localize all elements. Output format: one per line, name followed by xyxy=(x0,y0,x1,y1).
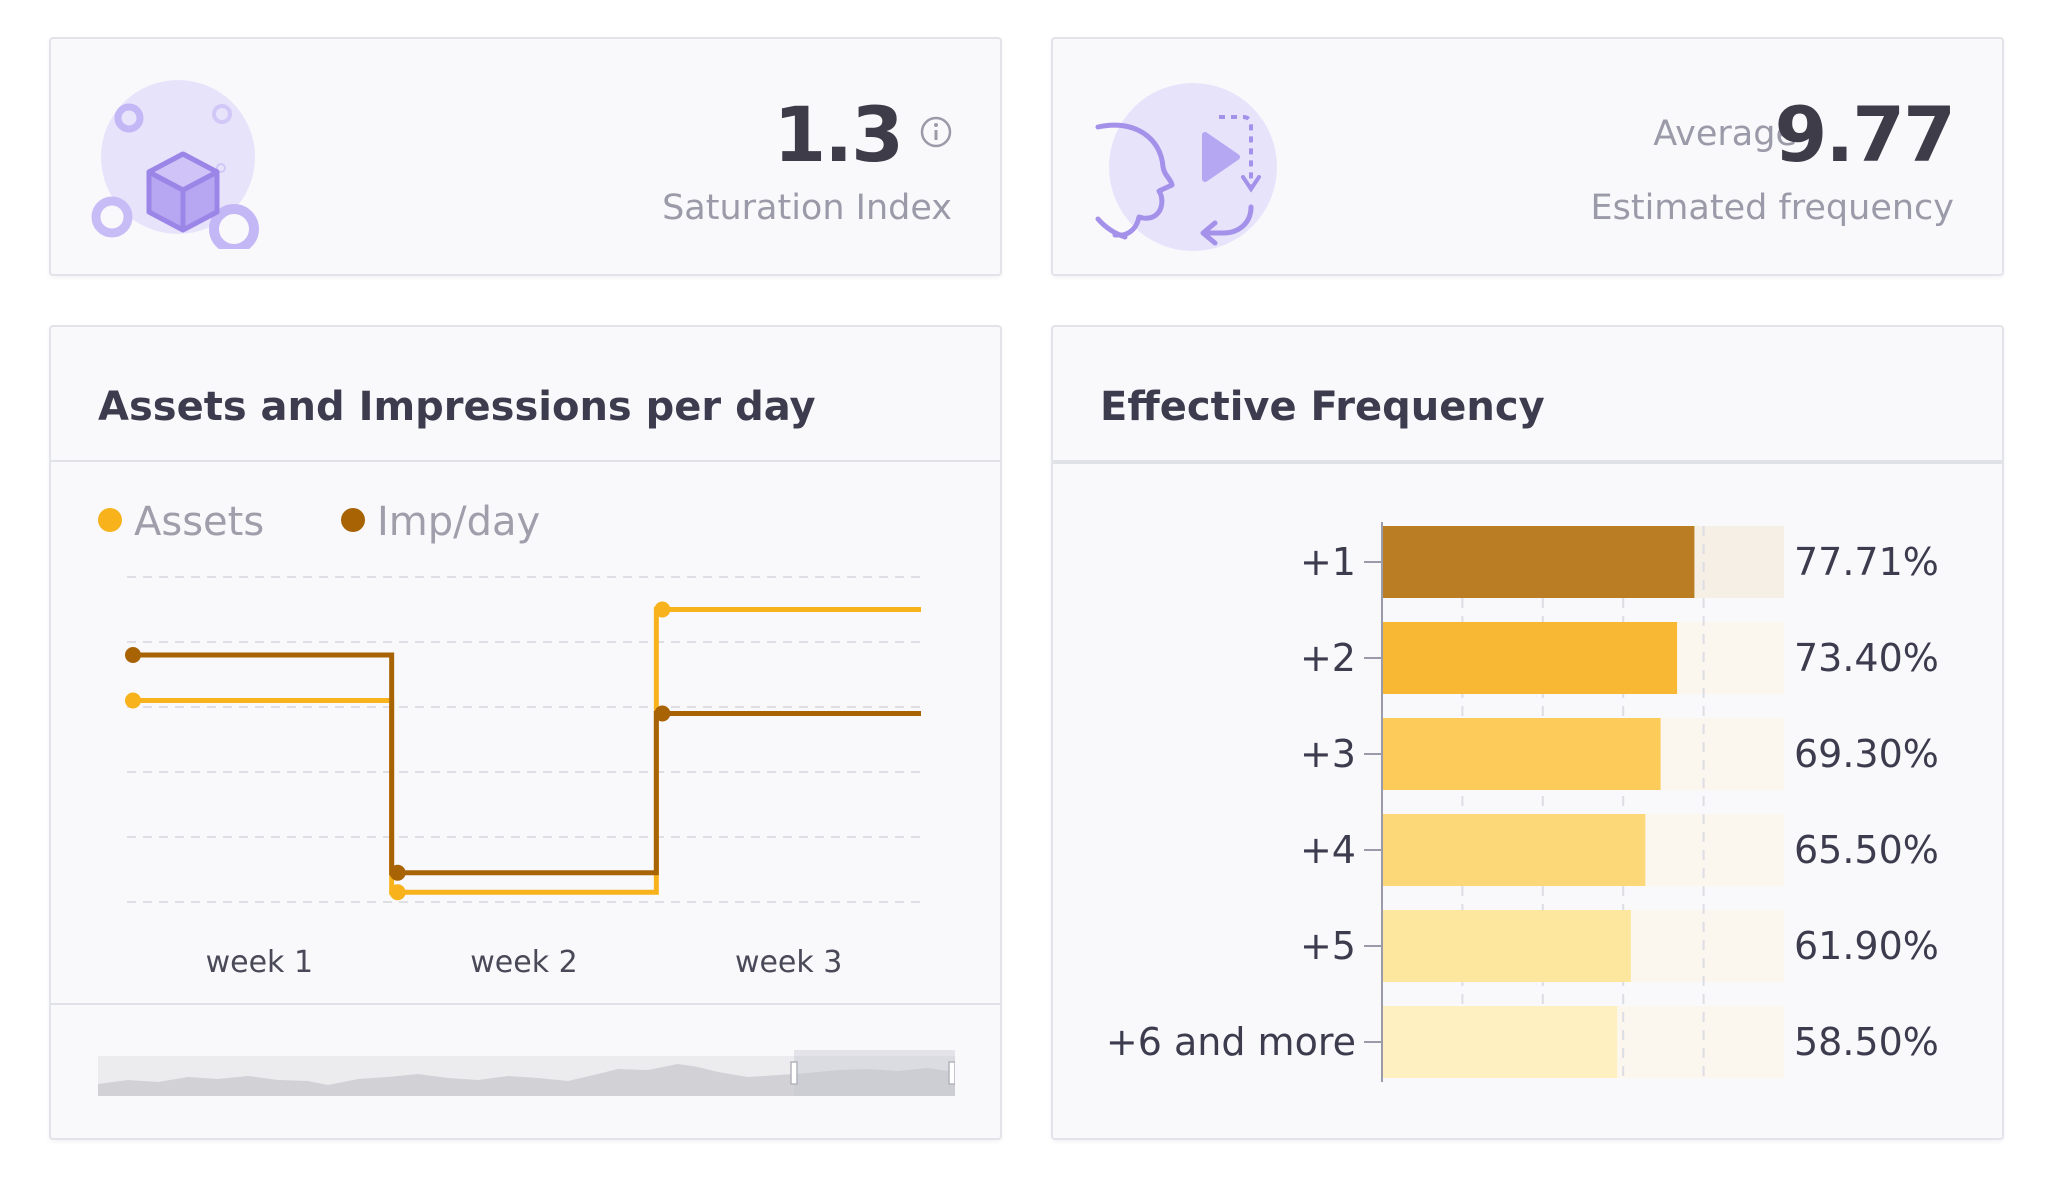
data-point xyxy=(654,705,671,722)
title-divider xyxy=(51,460,1000,462)
legend-assets[interactable]: Assets xyxy=(98,499,264,545)
category-label: +3 xyxy=(1300,732,1356,776)
data-point xyxy=(654,601,671,618)
bar xyxy=(1382,1006,1618,1078)
series-line-assets xyxy=(127,607,921,895)
bar xyxy=(1382,718,1661,790)
category-label: +4 xyxy=(1300,828,1356,872)
series-line-imp-day xyxy=(127,652,921,876)
category-label: +1 xyxy=(1300,540,1356,584)
face-play-icon xyxy=(1095,83,1277,251)
data-point xyxy=(125,647,141,663)
value-label: 69.30% xyxy=(1794,732,1939,776)
category-label: +6 and more xyxy=(1106,1020,1356,1064)
legend-assets-label: Assets xyxy=(134,499,265,545)
range-handle-right xyxy=(948,1061,955,1085)
bar xyxy=(1382,814,1646,886)
range-navigator[interactable] xyxy=(98,1050,955,1098)
bar xyxy=(1382,622,1678,694)
x-tick-label: week 1 xyxy=(206,945,313,980)
data-point xyxy=(125,692,141,709)
effective-frequency-chart: +1 77.71% +2 73.40% +3 69.30% +4 65.50% +5 61.90%… xyxy=(1106,522,1939,1082)
data-point xyxy=(389,864,406,881)
frequency-value: 9.77 xyxy=(1774,90,1956,179)
saturation-value: 1.3 xyxy=(773,90,904,179)
assets-impressions-card: Assets and Impressions per day Assets Im… xyxy=(49,325,1002,1140)
assets-chart-title: Assets and Impressions per day xyxy=(98,384,816,430)
saturation-label: Saturation Index xyxy=(662,188,952,228)
info-icon[interactable] xyxy=(919,115,953,149)
effective-chart-title: Effective Frequency xyxy=(1100,384,1545,430)
value-label: 58.50% xyxy=(1794,1020,1939,1064)
value-label: 77.71% xyxy=(1794,540,1939,584)
effective-frequency-card: Effective Frequency +1 77.71% +2 73.40% +3 69… xyxy=(1051,325,2004,1140)
assets-impressions-chart: week 1 week 2 week 3 xyxy=(125,576,921,980)
x-tick-label: week 2 xyxy=(470,945,577,980)
frequency-prefix: Average xyxy=(1653,114,1797,154)
legend-impday-dot xyxy=(341,508,365,532)
legend-impday[interactable]: Imp/day xyxy=(341,499,540,545)
saturation-index-card: 1.3 Saturation Index xyxy=(49,37,1002,276)
x-tick-label: week 3 xyxy=(735,945,842,980)
category-label: +5 xyxy=(1300,924,1356,968)
cube-bubbles-icon xyxy=(91,80,259,249)
bar xyxy=(1382,910,1631,982)
legend-impday-label: Imp/day xyxy=(377,499,541,545)
bar xyxy=(1382,526,1695,598)
value-label: 65.50% xyxy=(1794,828,1939,872)
frequency-label: Estimated frequency xyxy=(1590,188,1954,228)
range-handle-left xyxy=(790,1061,798,1085)
legend-assets-dot xyxy=(98,508,122,532)
category-label: +2 xyxy=(1300,636,1356,680)
data-point xyxy=(389,884,406,901)
chart-divider xyxy=(51,1003,1000,1005)
value-label: 73.40% xyxy=(1794,636,1939,680)
title-divider xyxy=(1053,460,2002,464)
estimated-frequency-card: Average 9.77 Estimated frequency xyxy=(1051,37,2004,276)
value-label: 61.90% xyxy=(1794,924,1939,968)
range-selection xyxy=(794,1050,955,1096)
